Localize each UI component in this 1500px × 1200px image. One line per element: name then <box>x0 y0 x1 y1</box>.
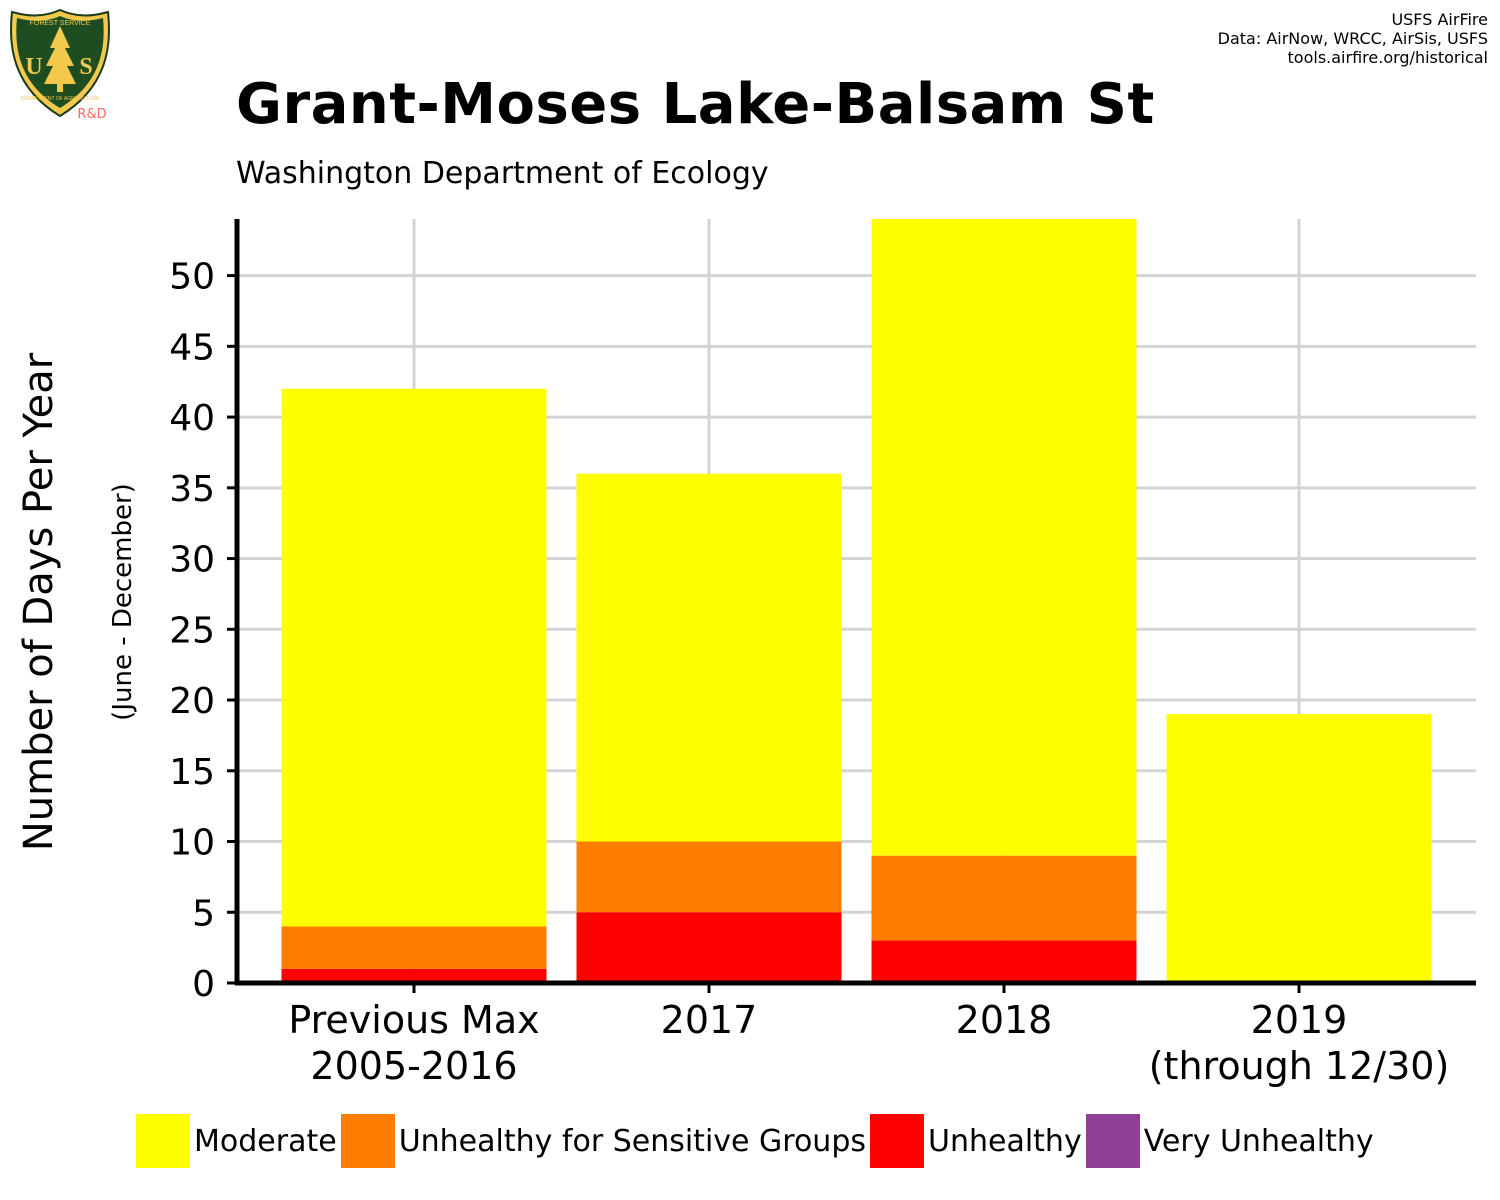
x-tick-label-line: 2018 <box>956 998 1053 1042</box>
y-tick-label: 10 <box>169 823 215 864</box>
bar-segment-unhealthy <box>576 912 842 983</box>
bar-segment-moderate <box>1166 714 1432 983</box>
legend-label-unhealthy: Unhealthy <box>928 1123 1082 1159</box>
legend-label-usg: Unhealthy for Sensitive Groups <box>398 1123 866 1159</box>
bar-segment-unhealthy <box>281 968 547 983</box>
bar-segment-moderate <box>281 388 547 927</box>
chart-title: Grant-Moses Lake-Balsam St <box>236 72 1155 137</box>
y-tick-label: 25 <box>169 610 215 651</box>
legend-item-very-unhealthy: Very Unhealthy <box>1085 1113 1378 1169</box>
logo-right-letter: S <box>79 54 92 80</box>
bar-segment-moderate <box>871 219 1137 856</box>
y-axis-sublabel: (June - December) <box>108 483 138 721</box>
y-tick-labels: 0 5 10 15 20 25 30 35 40 45 50 <box>169 257 215 1005</box>
axes <box>227 219 1476 993</box>
y-tick-label: 5 <box>192 893 215 934</box>
bar-segment-unhealthy-for-sensitive-groups <box>576 841 842 913</box>
x-tick-label-line: 2005-2016 <box>310 1044 517 1088</box>
bar-segment-moderate <box>576 473 842 842</box>
legend-item-moderate: Moderate <box>136 1113 341 1169</box>
y-tick-label: 45 <box>169 327 215 368</box>
x-tick-label: 2019 (through 12/30) <box>1149 998 1450 1088</box>
bar-chart: 0 5 10 15 20 25 30 35 40 45 50 Previous Max 2005-20… <box>16 219 1476 1088</box>
legend-swatch-usg <box>340 1114 395 1168</box>
credit-line-url: tools.airfire.org/historical <box>1287 48 1488 67</box>
legend-item-unhealthy: Unhealthy <box>870 1113 1086 1169</box>
usfs-logo: U S FOREST SERVICE DEPARTMENT OF AGRICUL… <box>9 8 111 120</box>
x-tick-labels: Previous Max 2005-2016 2017 2018 2019 (throug… <box>288 998 1449 1088</box>
chart-subtitle: Washington Department of Ecology <box>236 156 769 191</box>
x-tick-label-line: 2017 <box>661 998 758 1042</box>
x-tick-label-line: 2019 <box>1251 998 1348 1042</box>
logo-rd-tag: R&D <box>77 107 106 120</box>
legend-swatch-very-unhealthy <box>1085 1114 1140 1168</box>
y-tick-label: 30 <box>169 540 215 581</box>
credit-line-source: USFS AirFire <box>1391 10 1488 29</box>
bar-segment-unhealthy-for-sensitive-groups <box>871 855 1137 941</box>
y-tick-label: 35 <box>169 469 215 510</box>
y-tick-label: 50 <box>169 257 215 298</box>
logo-top-text: FOREST SERVICE <box>30 20 91 27</box>
bars <box>281 219 1432 983</box>
y-axis-label: Number of Days Per Year <box>16 352 62 851</box>
x-tick-label-line: Previous Max <box>288 998 539 1042</box>
legend-label-very-unhealthy: Very Unhealthy <box>1143 1123 1374 1159</box>
logo-left-letter: U <box>25 54 42 80</box>
credits: USFS AirFire Data: AirNow, WRCC, AirSis,… <box>1218 10 1488 67</box>
x-tick-label-line: (through 12/30) <box>1149 1044 1450 1088</box>
legend-swatch-moderate <box>136 1114 190 1168</box>
y-tick-label: 20 <box>169 681 215 722</box>
x-gridlines <box>412 219 1301 983</box>
y-tick-label: 15 <box>169 752 215 793</box>
credit-line-data: Data: AirNow, WRCC, AirSis, USFS <box>1217 29 1488 48</box>
legend-swatch-unhealthy <box>870 1114 924 1168</box>
x-tick-label: 2017 <box>661 998 758 1042</box>
y-tick-label: 40 <box>169 398 215 439</box>
x-tick-label: 2018 <box>956 998 1053 1042</box>
y-tick-label: 0 <box>192 964 215 1005</box>
legend: Moderate Unhealthy for Sensitive Groups … <box>136 1113 1378 1169</box>
legend-item-usg: Unhealthy for Sensitive Groups <box>340 1113 870 1169</box>
bar-segment-unhealthy <box>871 940 1137 983</box>
bar-segment-unhealthy-for-sensitive-groups <box>281 926 547 969</box>
legend-label-moderate: Moderate <box>194 1123 337 1159</box>
logo-bottom-text: DEPARTMENT OF AGRICULTURE <box>21 96 100 102</box>
x-tick-label: Previous Max 2005-2016 <box>288 998 539 1088</box>
